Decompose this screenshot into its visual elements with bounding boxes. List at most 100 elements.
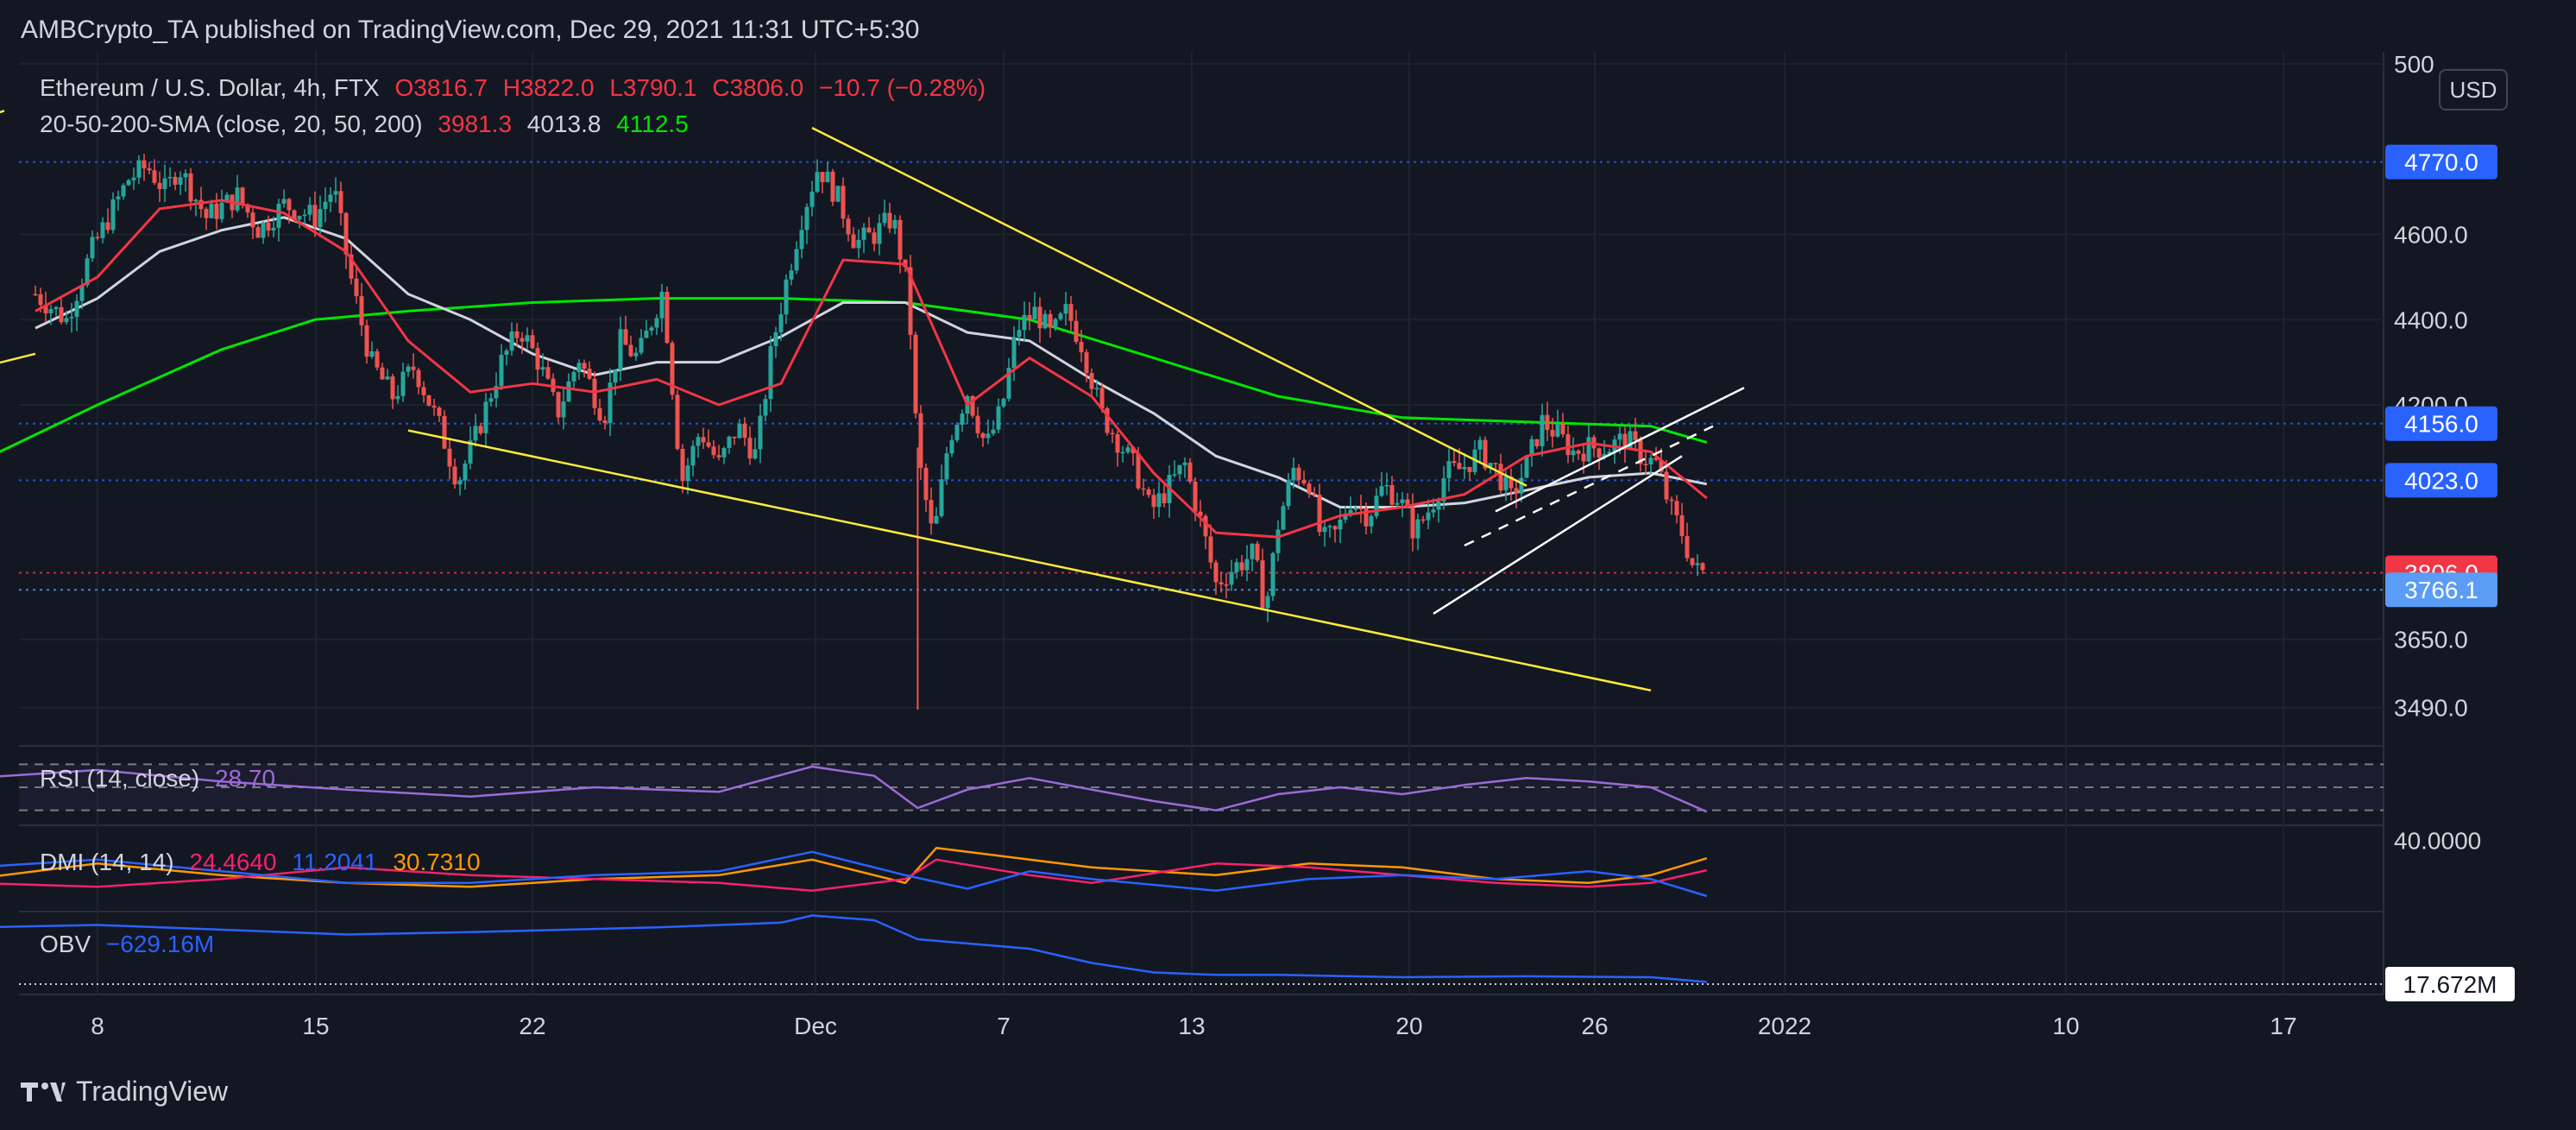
candle-body xyxy=(162,178,167,190)
candle-body xyxy=(1358,508,1364,510)
candle-body xyxy=(281,199,287,205)
candle-body xyxy=(1477,439,1483,450)
dmi-name: DMI (14, 14) xyxy=(40,849,174,875)
x-tick-label: 15 xyxy=(302,1013,329,1039)
dmi-minus-line xyxy=(0,858,1708,893)
candle-body xyxy=(1617,433,1622,440)
candle-body xyxy=(556,392,561,418)
candle-body xyxy=(520,338,525,342)
candle-body xyxy=(986,433,991,439)
candle-body xyxy=(188,173,193,202)
candle-body xyxy=(457,480,463,485)
candle-body xyxy=(38,294,43,306)
candle-body xyxy=(815,172,820,192)
candle-body xyxy=(1265,596,1270,609)
dmi-axis-label: 40.0000 xyxy=(2394,827,2481,854)
candle-body xyxy=(685,465,690,482)
candle-body xyxy=(1006,368,1011,399)
candle-body xyxy=(126,180,131,186)
candle-body xyxy=(540,367,545,370)
candle-body xyxy=(820,172,825,183)
dmi-minus-value: 24.4640 xyxy=(189,849,277,875)
candle-body xyxy=(380,367,385,380)
candle-body xyxy=(1446,461,1452,478)
candle-body xyxy=(1374,496,1379,516)
candle-body xyxy=(276,204,281,228)
candle-body xyxy=(1146,489,1151,496)
candle-body xyxy=(675,395,680,449)
candle-body xyxy=(1545,414,1550,431)
candle-body xyxy=(1260,560,1265,609)
trendline xyxy=(1464,425,1714,547)
x-tick-label: 10 xyxy=(2052,1013,2079,1039)
candle-body xyxy=(1353,508,1358,510)
footer-brand[interactable]: TradingView xyxy=(21,1076,228,1108)
candle-body xyxy=(664,292,670,344)
candle-body xyxy=(1291,467,1296,481)
x-tick-label: 20 xyxy=(1395,1013,1422,1039)
candle-body xyxy=(633,352,639,357)
candle-body xyxy=(923,467,929,501)
candle-body xyxy=(1690,558,1695,565)
candle-body xyxy=(514,331,520,338)
candle-body xyxy=(478,426,483,433)
candle-body xyxy=(255,227,261,238)
candle-body xyxy=(1483,439,1488,469)
candle-body xyxy=(1301,479,1307,484)
candle-body xyxy=(69,317,74,319)
candle-body xyxy=(1053,319,1058,328)
candle-body xyxy=(1219,582,1224,585)
candle-body xyxy=(426,395,431,406)
candle-body xyxy=(338,191,343,213)
candle-body xyxy=(1555,424,1560,437)
candle-body xyxy=(727,436,732,449)
candle-body xyxy=(628,344,633,357)
candle-body xyxy=(1571,450,1576,456)
candle-body xyxy=(1488,463,1493,469)
currency-button[interactable]: USD xyxy=(2439,69,2508,110)
candle-body xyxy=(1094,388,1099,389)
candle-body xyxy=(1519,477,1524,494)
candle-body xyxy=(587,369,592,379)
candle-body xyxy=(183,173,188,178)
candle-body xyxy=(1395,502,1400,505)
candle-body xyxy=(1534,439,1540,446)
candle-body xyxy=(654,318,659,328)
candle-body xyxy=(483,401,488,433)
trendline xyxy=(1433,455,1683,615)
high-value: H3822.0 xyxy=(502,74,595,101)
candle-body xyxy=(1275,529,1281,553)
candle-body xyxy=(292,210,297,220)
candle-body xyxy=(1514,488,1519,494)
y-tick-label: 3650.0 xyxy=(2394,627,2468,653)
candle-body xyxy=(1633,431,1638,440)
candle-body xyxy=(1105,407,1110,433)
symbol-name: Ethereum / U.S. Dollar, 4h, FTX xyxy=(40,74,380,101)
candle-body xyxy=(639,338,644,353)
candle-body xyxy=(768,346,773,400)
price-label-text: 3766.1 xyxy=(2404,577,2478,603)
candle-body xyxy=(913,334,918,413)
candle-body xyxy=(1364,508,1369,527)
candle-body xyxy=(809,191,815,207)
candle-body xyxy=(214,203,219,219)
candle-body xyxy=(996,406,1001,430)
candle-body xyxy=(742,423,747,439)
candle-body xyxy=(1426,512,1431,521)
candle-body xyxy=(271,227,276,231)
candle-body xyxy=(1193,482,1198,512)
candle-body xyxy=(592,378,597,408)
candle-body xyxy=(1074,320,1079,343)
price-label-box xyxy=(2385,144,2497,180)
candle-body xyxy=(1638,439,1643,464)
candle-body xyxy=(375,350,380,368)
candle-body xyxy=(204,209,209,218)
candle-body xyxy=(571,372,576,382)
sma200-line xyxy=(0,297,1708,453)
candle-body xyxy=(147,168,152,171)
x-tick-label: 13 xyxy=(1178,1013,1205,1039)
candle-body xyxy=(463,463,468,481)
candle-body xyxy=(613,369,618,383)
candle-body xyxy=(608,382,613,424)
